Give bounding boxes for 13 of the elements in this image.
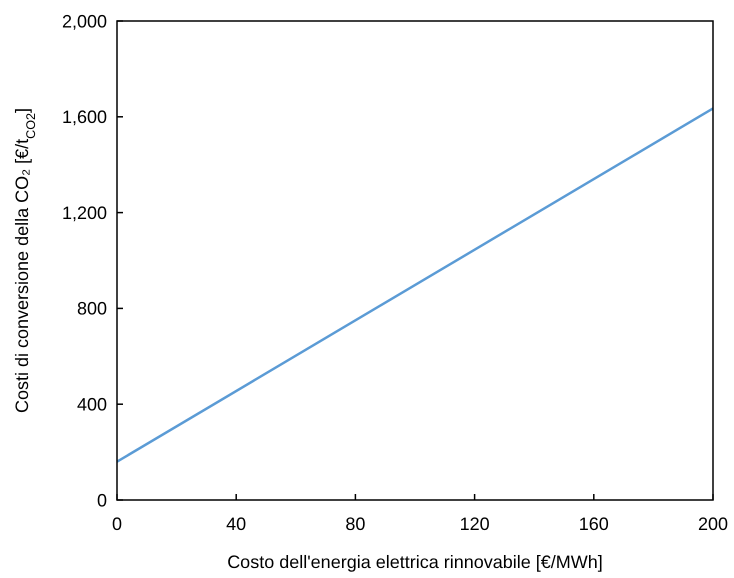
y-tick-label: 800 [76, 298, 107, 319]
y-tick-label: 2,000 [62, 11, 107, 32]
x-tick-label: 0 [112, 514, 122, 534]
x-axis-title: Costo dell'energia elettrica rinnovabile [€/MWh] [227, 552, 603, 572]
y-tick-label: 400 [76, 394, 107, 414]
y-tick-label: 1,600 [62, 107, 107, 128]
x-tick-label: 160 [578, 514, 609, 534]
x-tick-label: 40 [226, 514, 246, 534]
y-tick-label: 1,200 [62, 202, 107, 223]
x-tick-label: 200 [698, 514, 728, 534]
y-tick-label: 0 [96, 490, 107, 510]
x-tick-label: 120 [460, 514, 490, 534]
x-tick-label: 80 [345, 514, 366, 534]
